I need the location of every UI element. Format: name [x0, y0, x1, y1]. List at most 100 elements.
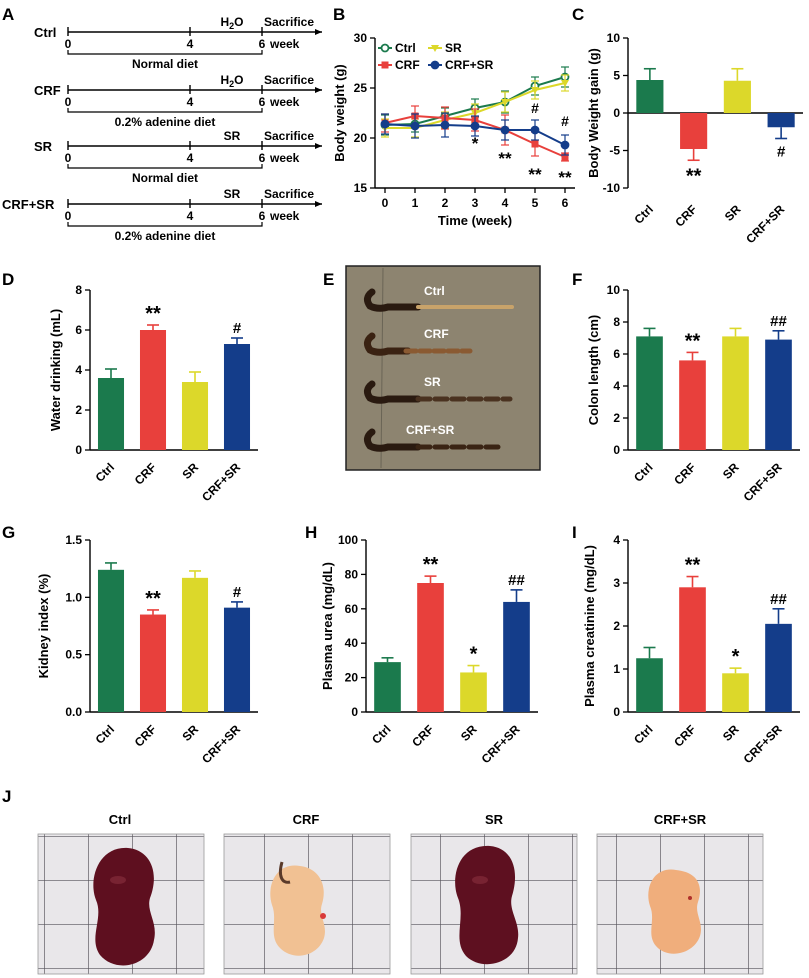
kidney-sr	[455, 845, 519, 965]
y-tick-label: 30	[354, 31, 368, 45]
x-tick-label-crf: CRF	[671, 460, 698, 487]
legend-label-ctrl: Ctrl	[395, 41, 416, 55]
panel-c-weight-gain-chart: -10 -5 0 5 10 Body Weight gain (g) Ctrl CRF ** SR…	[586, 31, 803, 246]
schematic-row-sr: SR 0 4 6 week SR Sacrifice Normal diet	[34, 129, 322, 185]
y-tick-label: 40	[345, 636, 359, 650]
panel-f-colon-chart: 0 2 4 6 8 10 Colon length (cm) Ctrl CRF ** SRCRF+S…	[586, 283, 800, 504]
data-point	[561, 80, 569, 87]
schematic-row-crf-sr: CRF+SR 0 4 6 week SR Sacrifice 0.2% adenine die…	[2, 187, 322, 243]
x-tick-label-sr: SR	[720, 460, 742, 482]
y-tick-label: -5	[609, 144, 620, 158]
schematic-arrowhead	[315, 201, 322, 207]
x-tick-label: 4	[502, 196, 509, 210]
data-point	[410, 121, 420, 131]
schematic-arrowhead	[315, 143, 322, 149]
significance-mark: **	[528, 165, 542, 184]
x-axis-label: Time (week)	[438, 213, 512, 228]
x-tick-label-ctrl: Ctrl	[631, 460, 656, 485]
data-point	[530, 125, 540, 135]
y-tick-label: 0	[613, 705, 620, 719]
colon-ctrl: Ctrl	[363, 284, 514, 312]
schematic-tick-label: 0	[65, 95, 72, 109]
series-crf-sr	[380, 112, 570, 156]
y-tick-label: 3	[613, 576, 620, 590]
data-point	[500, 125, 510, 135]
schematic-treatment: H2O	[220, 73, 243, 89]
kidney-label-sr: SR	[485, 812, 504, 827]
x-tick-label: 1	[412, 196, 419, 210]
significance-mark-crf-sr: #	[233, 584, 242, 601]
y-tick-label: 4	[75, 363, 82, 377]
bar-ctrl	[374, 662, 401, 712]
schematic-tick-label: 4	[187, 37, 194, 51]
bar-crf	[679, 587, 706, 712]
bar-crf-sr	[223, 344, 251, 450]
y-tick-label: 0	[351, 705, 358, 719]
y-tick-label: 2	[75, 403, 82, 417]
significance-mark-crf-sr: #	[233, 320, 242, 337]
data-point	[560, 140, 570, 150]
bar-crf	[139, 614, 167, 712]
x-tick-label-crf-sr: CRF+SR	[743, 202, 787, 246]
schematic-treatment: H2O	[220, 15, 243, 31]
significance-mark-sr: *	[732, 646, 740, 668]
schematic-row-ctrl: Ctrl 0 4 6 week H2O Sacrifice Normal diet	[34, 15, 322, 71]
panel-letter-a: A	[2, 5, 14, 24]
legend-label-crf-sr: CRF+SR	[445, 58, 494, 72]
schematic-group-label: SR	[34, 139, 53, 154]
significance-mark-crf-sr: ##	[770, 313, 787, 330]
schematic-tick-label: 6	[259, 95, 266, 109]
data-point	[531, 140, 539, 148]
colon-label-sr: SR	[424, 375, 441, 389]
bar-crf	[139, 330, 167, 450]
schematic-diet-bracket	[67, 222, 263, 227]
x-tick-label-sr: SR	[720, 722, 742, 744]
legend-marker	[380, 43, 390, 53]
y-tick-label: 2	[613, 411, 620, 425]
data-point	[561, 153, 569, 161]
bar-sr	[181, 577, 209, 712]
schematic-tick-label: 4	[187, 95, 194, 109]
panel-i-creatinine-chart: 0 1 2 3 4 Plasma creatinine (mg/dL) Ctrl CRF ** S…	[582, 533, 800, 766]
y-axis-label: Kidney index (%)	[36, 574, 51, 679]
schematic-tick-label: 6	[259, 151, 266, 165]
significance-mark-sr: *	[470, 644, 478, 666]
significance-mark-crf: **	[423, 554, 439, 576]
y-tick-label: 100	[338, 533, 358, 547]
schematic-tick-label: 0	[65, 37, 72, 51]
schematic-group-label: CRF+SR	[2, 197, 55, 212]
panel-letter-f: F	[572, 270, 582, 289]
kidney-crfsr	[648, 869, 701, 954]
schematic-group-label: CRF	[34, 83, 61, 98]
significance-mark-crf-sr: ##	[508, 572, 525, 589]
bar-sr	[460, 672, 487, 712]
significance-mark-crf: **	[145, 303, 161, 325]
legend-marker	[381, 61, 389, 69]
bar-crf-sr	[503, 601, 530, 712]
significance-mark-crf: **	[685, 330, 701, 352]
bar-crf-sr	[765, 339, 792, 450]
y-tick-label: 1.5	[65, 533, 82, 547]
bar-ctrl	[97, 378, 125, 450]
x-tick-label: 6	[562, 196, 569, 210]
kidney-ctrl	[93, 847, 155, 966]
kidney-crf	[270, 865, 325, 956]
y-tick-label: -10	[603, 181, 621, 195]
panel-letter-d: D	[2, 270, 14, 289]
bar-ctrl	[636, 658, 663, 712]
x-tick-label-crf-sr: CRF+SR	[199, 722, 243, 766]
schematic-unit: week	[269, 209, 300, 223]
y-tick-label: 1.0	[65, 590, 82, 604]
x-tick-label-crf-sr: CRF+SR	[741, 722, 785, 766]
x-tick-label: 2	[442, 196, 449, 210]
legend-marker	[430, 60, 440, 70]
y-tick-label: 4	[613, 379, 620, 393]
schematic-tick-label: 6	[259, 37, 266, 51]
y-axis-label: Body weight (g)	[332, 64, 347, 162]
y-tick-label: 4	[613, 533, 620, 547]
significance-mark-crf: **	[145, 588, 161, 610]
schematic-diet-label: 0.2% adenine diet	[115, 115, 216, 129]
y-tick-label: 6	[75, 323, 82, 337]
significance-mark: **	[498, 149, 512, 168]
